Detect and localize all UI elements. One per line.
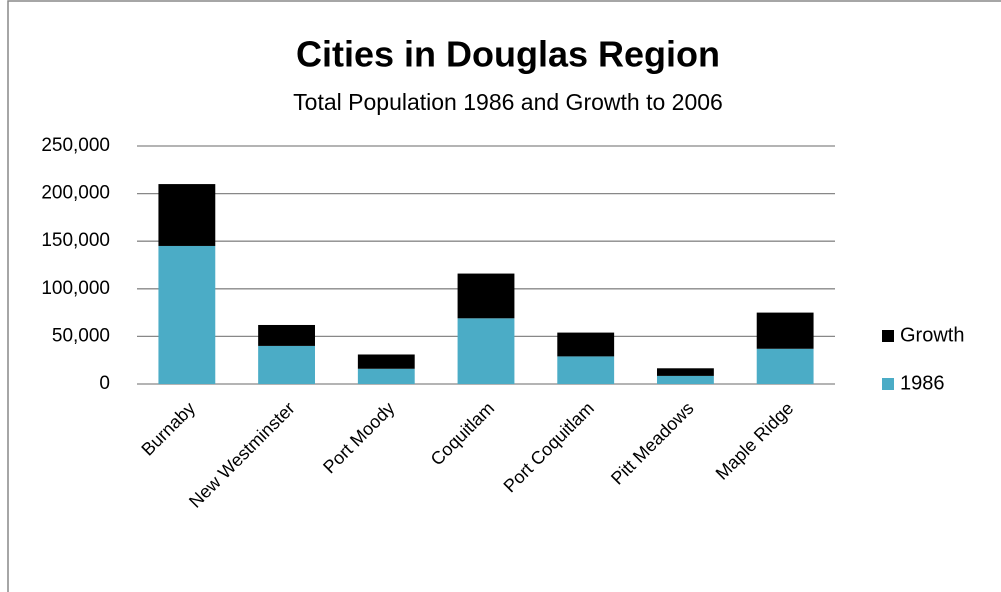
- legend-label: Growth: [900, 324, 964, 346]
- bar-segment: [557, 332, 615, 357]
- bar-segment: [258, 324, 315, 346]
- bar-segment: [756, 312, 814, 349]
- bar-segment: [158, 184, 216, 246]
- bar-segment: [457, 318, 515, 384]
- bar-segment: [357, 354, 415, 369]
- bar-segment: [756, 348, 814, 384]
- y-tick-label: 150,000: [41, 230, 110, 251]
- bar-segment: [657, 368, 714, 376]
- bar-segment: [357, 368, 415, 384]
- chart-subtitle: Total Population 1986 and Growth to 2006: [293, 89, 723, 115]
- legend-label: 1986: [900, 372, 945, 394]
- chart-title: Cities in Douglas Region: [296, 34, 720, 75]
- y-tick-label: 100,000: [41, 278, 110, 299]
- bar-segment: [557, 356, 615, 384]
- legend-swatch: [882, 378, 894, 390]
- bar-segment: [158, 245, 216, 384]
- y-tick-label: 200,000: [41, 183, 110, 204]
- bar-segment: [657, 375, 714, 384]
- legend-swatch: [882, 330, 894, 342]
- bar-segment: [258, 345, 315, 384]
- bar-segment: [457, 273, 515, 319]
- y-tick-label: 250,000: [41, 135, 110, 156]
- y-tick-label: 50,000: [52, 325, 110, 346]
- y-tick-label: 0: [99, 373, 110, 394]
